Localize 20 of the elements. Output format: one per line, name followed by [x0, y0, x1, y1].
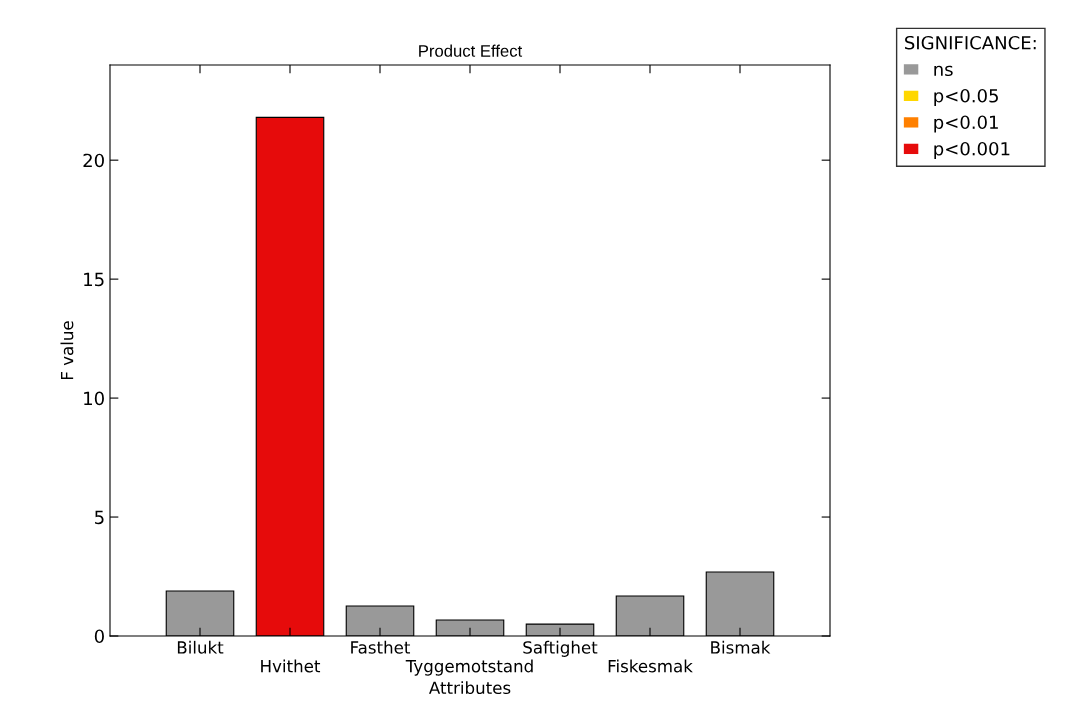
legend-label: ns	[934, 65, 953, 77]
legend-label: p<0.05	[934, 88, 998, 107]
y-tick-label: 20	[83, 153, 104, 168]
chart-title: Product Effect	[419, 44, 523, 57]
x-tick-label: Saftighet	[523, 640, 598, 657]
y-axis-title: F value	[60, 321, 74, 380]
y-tick-label: 15	[84, 272, 104, 287]
y-tick-label: 5	[95, 510, 104, 525]
legend-title: SIGNIFICANCE:	[905, 35, 1036, 50]
x-tick-label: Fiskesmak	[608, 659, 693, 673]
x-axis-title: Attributes	[428, 681, 511, 695]
legend-label: p<0.001	[934, 141, 1010, 160]
x-tick-label: Bilukt	[177, 640, 224, 654]
y-tick-label: 0	[94, 629, 104, 644]
x-tick-label: Hvithet	[261, 659, 321, 673]
legend-label: p<0.01	[934, 115, 998, 133]
y-tick-label: 10	[84, 391, 104, 406]
x-tick-label: Fasthet	[351, 640, 411, 654]
x-tick-label: Bismak	[711, 640, 771, 654]
x-tick-label: Tyggemotstand	[405, 659, 533, 676]
